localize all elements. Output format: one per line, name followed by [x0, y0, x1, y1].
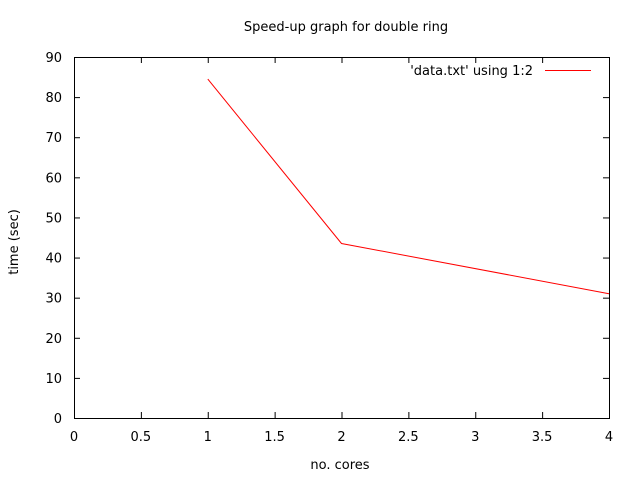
- series-line: [207, 78, 610, 295]
- y-tick-label: 90: [45, 51, 62, 66]
- y-tick-label: 80: [45, 91, 62, 106]
- y-tick-label: 70: [45, 131, 62, 146]
- chart-title: Speed-up graph for double ring: [244, 20, 448, 35]
- x-tick-label: 4: [605, 430, 613, 445]
- y-tick-label: 30: [45, 292, 62, 307]
- y-tick-label: 0: [54, 412, 62, 427]
- x-axis-label: no. cores: [310, 458, 369, 473]
- legend-label: 'data.txt' using 1:2: [410, 64, 533, 79]
- x-tick-label: 3: [471, 430, 479, 445]
- y-tick-label: 50: [45, 211, 62, 226]
- x-tick-label: 0: [70, 430, 78, 445]
- plot-axes: [74, 57, 610, 419]
- x-tick-label: 2.5: [398, 430, 419, 445]
- x-tick-label: 1.5: [264, 430, 285, 445]
- x-tick-label: 2: [337, 430, 345, 445]
- x-tick-label: 3.5: [532, 430, 553, 445]
- y-axis-label: time (sec): [7, 209, 22, 275]
- y-tick-label: 40: [45, 252, 62, 267]
- y-tick-label: 20: [45, 332, 62, 347]
- x-tick-label: 1: [204, 430, 212, 445]
- y-tick-label: 60: [45, 171, 62, 186]
- series-layer: [207, 78, 610, 295]
- y-tick-label: 10: [45, 372, 62, 387]
- chart-legend: 'data.txt' using 1:2: [410, 64, 591, 79]
- plot-border: [74, 57, 610, 419]
- x-tick-label: 0.5: [131, 430, 152, 445]
